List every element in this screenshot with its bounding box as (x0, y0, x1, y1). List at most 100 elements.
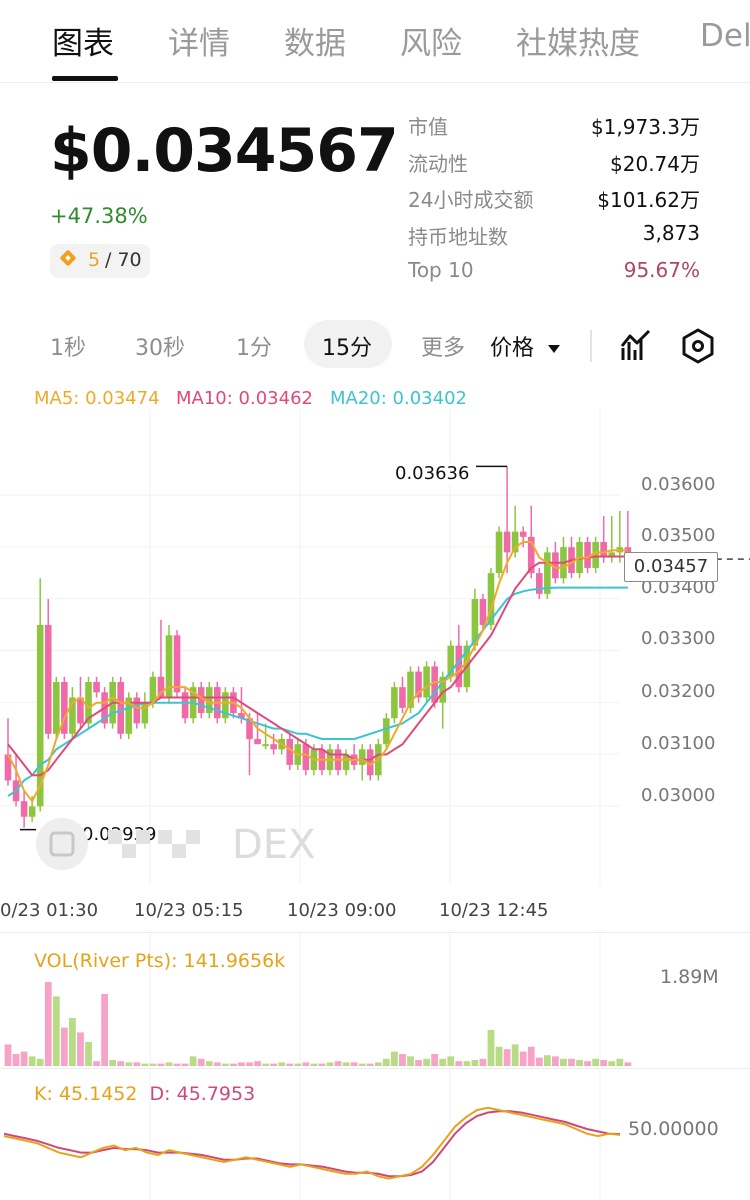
ma20-line (7, 586, 628, 797)
x-tick-2: 10/23 09:00 (287, 900, 397, 921)
rank-badge[interactable]: 5 / 70 (50, 244, 150, 278)
candle-body (399, 687, 406, 708)
volume-bar (479, 1058, 487, 1066)
volume-bar (535, 1057, 543, 1066)
candle-body (447, 645, 455, 677)
volume-bar (608, 1061, 616, 1066)
volume-bar (28, 1056, 36, 1066)
volume-bar (576, 1060, 583, 1066)
volume-bar (77, 1032, 84, 1066)
tab-social-heat[interactable]: 社媒热度 (516, 26, 640, 62)
candle-body (53, 681, 60, 734)
volume-bar (592, 1058, 600, 1066)
candle-body (133, 697, 141, 724)
volume-bar (230, 1063, 237, 1066)
interval-15m[interactable]: 15分 (322, 336, 372, 361)
candle-body (125, 697, 133, 734)
price-mode-select[interactable]: 价格 (490, 330, 561, 362)
volume-bar (12, 1054, 20, 1066)
candle-body (197, 687, 205, 714)
volume-bar (519, 1051, 527, 1066)
candle-body (511, 531, 519, 553)
volume-bar (157, 1063, 165, 1066)
tab-details[interactable]: 详情 (168, 26, 230, 62)
volume-bar (584, 1061, 591, 1066)
volume-bar (213, 1062, 221, 1066)
ma10-line (7, 555, 628, 777)
stat-label-top10: Top 10 (408, 258, 474, 282)
candle-body (391, 687, 398, 719)
volume-bar (4, 1044, 12, 1066)
volume-bar (439, 1058, 447, 1066)
candle-body (262, 744, 269, 747)
volume-bar (527, 1046, 535, 1066)
volume-bar (374, 1062, 382, 1066)
tab-delta[interactable]: Del (700, 18, 750, 54)
interval-active-bg (304, 320, 392, 368)
candle-body (471, 599, 479, 646)
volume-bar (423, 1058, 430, 1066)
dex-watermark: DEX (36, 818, 316, 878)
volume-bar (503, 1049, 511, 1066)
ma20-label: MA20: 0.03402 (330, 388, 467, 409)
interval-1m[interactable]: 1分 (236, 336, 272, 361)
candle-body (495, 531, 503, 574)
tab-chart[interactable]: 图表 (52, 26, 114, 62)
candle-body (455, 645, 463, 688)
interval-30s[interactable]: 30秒 (135, 336, 185, 361)
volume-bar (616, 1058, 624, 1066)
volume-bar (543, 1055, 551, 1066)
candle-body (149, 676, 157, 703)
candle-body (423, 666, 430, 698)
hexagon-settings-icon[interactable] (681, 328, 715, 364)
candle-body (366, 749, 374, 776)
volume-bar (560, 1058, 567, 1066)
candle-body (407, 671, 414, 708)
volume-bar (366, 1063, 374, 1066)
price-chart[interactable] (0, 380, 750, 1200)
candle-body (503, 531, 511, 553)
tab-risk[interactable]: 风险 (400, 26, 462, 62)
ma5-line (7, 541, 628, 804)
volume-bar (358, 1063, 366, 1066)
candle-body (544, 552, 551, 594)
volume-bar (85, 1042, 92, 1066)
interval-more[interactable]: 更多 (421, 336, 466, 361)
candle-body (36, 624, 44, 807)
panel-divider-volume (0, 932, 750, 933)
volume-bar (600, 1060, 608, 1066)
y-tick-0: 0.03600 (641, 474, 716, 495)
price-change: +47.38% (50, 204, 148, 228)
volume-bar (495, 1046, 503, 1066)
volume-bar (447, 1056, 455, 1066)
candle-body (254, 738, 261, 745)
interval-1s[interactable]: 1秒 (50, 336, 86, 361)
tab-data[interactable]: 数据 (284, 26, 346, 62)
volume-label: VOL(River Pts): 141.9656k (34, 950, 286, 972)
tabs-divider (0, 82, 750, 83)
chart-indicator-icon[interactable] (620, 328, 652, 362)
candle-body (536, 573, 543, 594)
candle-body (222, 692, 229, 719)
candle-body (431, 666, 438, 703)
volume-bar (238, 1062, 245, 1066)
candle-body (77, 697, 84, 724)
candle-body (28, 806, 36, 817)
candle-body (117, 681, 124, 734)
candle-body (358, 749, 366, 765)
candle-body (20, 801, 28, 817)
active-tab-indicator (52, 76, 118, 81)
y-tick-5: 0.03100 (641, 733, 716, 754)
volume-bar (133, 1062, 141, 1066)
candle-body (165, 635, 173, 698)
candle-body (238, 713, 245, 719)
stat-label-24h-volume: 24小时成交额 (408, 188, 534, 212)
candle-body (608, 552, 616, 558)
volume-bar (44, 982, 52, 1066)
candle-body (44, 624, 52, 734)
volume-bar (20, 1051, 28, 1066)
y-tick-3: 0.03300 (641, 628, 716, 649)
volume-bar (149, 1063, 157, 1066)
volume-bar (173, 1063, 181, 1066)
okx-logo-icon (36, 818, 200, 870)
